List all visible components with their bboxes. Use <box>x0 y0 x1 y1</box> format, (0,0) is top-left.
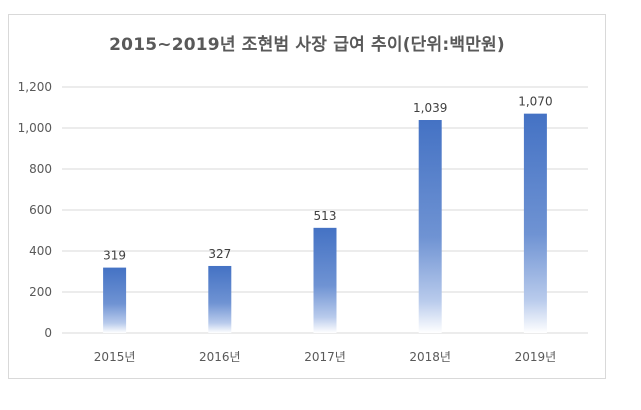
y-tick-label: 0 <box>44 326 52 340</box>
x-tick-label: 2017년 <box>304 350 346 364</box>
x-tick-label: 2016년 <box>199 350 241 364</box>
bar <box>523 113 547 334</box>
bars <box>103 113 547 334</box>
y-tick-label: 800 <box>29 162 52 176</box>
x-tick-label: 2019년 <box>515 350 557 364</box>
y-tick-label: 600 <box>29 203 52 217</box>
bar <box>103 267 127 333</box>
x-axis-ticks: 2015년 2016년 2017년 2018년 2019년 <box>94 350 556 364</box>
y-tick-label: 400 <box>29 244 52 258</box>
bar <box>418 120 442 333</box>
bar <box>208 265 232 333</box>
x-tick-label: 2015년 <box>94 350 136 364</box>
data-label: 319 <box>103 249 126 263</box>
y-tick-label: 1,000 <box>18 121 52 135</box>
y-tick-label: 200 <box>29 285 52 299</box>
data-labels: 319 327 513 1,039 1,070 <box>103 95 552 263</box>
data-label: 1,070 <box>518 95 552 109</box>
data-label: 1,039 <box>413 101 447 115</box>
data-label: 327 <box>208 247 231 261</box>
x-tick-label: 2018년 <box>409 350 451 364</box>
bar <box>313 227 337 333</box>
y-tick-label: 1,200 <box>18 80 52 94</box>
data-label: 513 <box>314 209 337 223</box>
chart-title: 2015~2019년 조현범 사장 급여 추이(단위:백만원) <box>109 35 505 55</box>
y-axis-ticks: 0 200 400 600 800 1,000 1,200 <box>18 80 52 340</box>
